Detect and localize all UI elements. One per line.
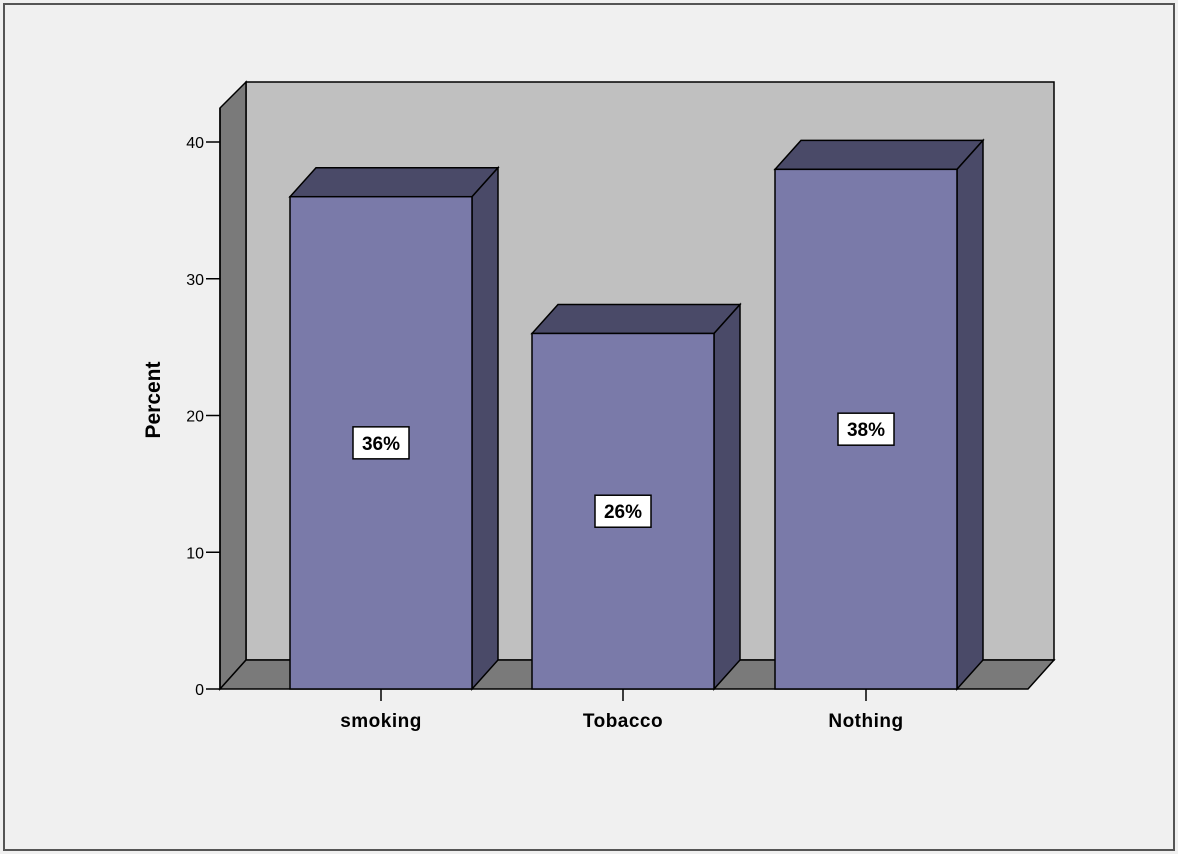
bar-tobacco: 26%: [530, 302, 742, 691]
y-tick-label: 20: [186, 409, 204, 426]
bar-top: [288, 166, 500, 198]
y-axis-ticks: 0 10 20 30 40: [186, 135, 220, 699]
x-axis-ticks: smoking Tobacco Nothing: [340, 689, 903, 732]
y-tick-label: 30: [186, 272, 204, 289]
data-label-box: [594, 494, 652, 528]
bar-nothing: 38%: [773, 138, 985, 691]
data-label: 36%: [362, 434, 400, 455]
data-label-box: [352, 426, 410, 460]
bar-smoking: 36%: [288, 165, 500, 691]
y-tick-label: 10: [186, 545, 204, 562]
x-tick-label: Nothing: [828, 711, 903, 732]
bars: 36% 26% 38%: [288, 138, 985, 691]
bar-side: [471, 165, 499, 691]
y-tick-label: 40: [186, 135, 204, 152]
x-tick-label: smoking: [340, 711, 422, 732]
data-label-box: [837, 412, 895, 446]
data-label: 26%: [604, 502, 642, 523]
y-tick-label: 0: [195, 682, 204, 699]
bar-side: [713, 302, 741, 691]
data-label: 38%: [847, 420, 885, 441]
side-wall: [219, 80, 247, 691]
bar-top: [773, 139, 985, 171]
bar-top: [530, 303, 742, 335]
x-tick-label: Tobacco: [583, 711, 663, 732]
bar-side: [956, 138, 984, 691]
y-axis-title: Percent: [142, 361, 165, 438]
outer-frame: [3, 3, 1175, 851]
